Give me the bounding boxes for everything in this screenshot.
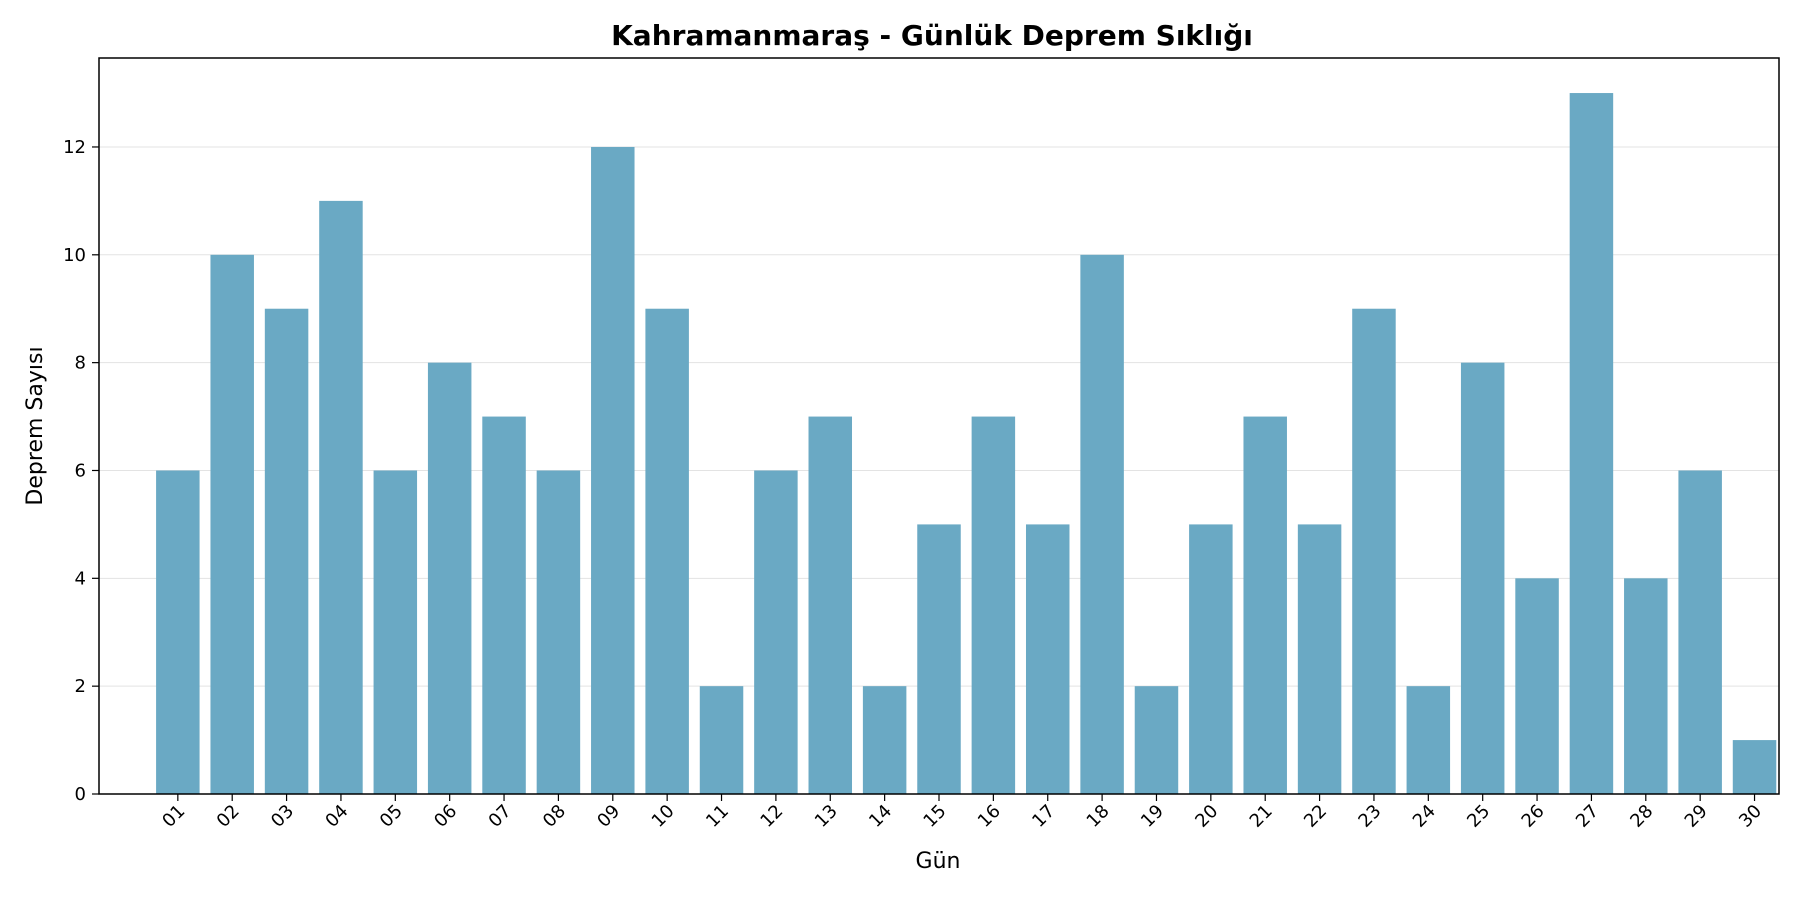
- y-tick-label: 2: [75, 676, 86, 697]
- bar: [808, 416, 853, 794]
- bar: [1569, 93, 1614, 795]
- x-tick-label: 10: [648, 801, 679, 832]
- bar: [1732, 740, 1777, 794]
- x-tick-label: 23: [1354, 801, 1385, 832]
- x-tick-label: 28: [1626, 801, 1657, 832]
- y-tick-label: 0: [75, 784, 86, 805]
- x-axis-label: Gün: [916, 849, 961, 874]
- x-tick-label: 18: [1083, 801, 1114, 832]
- bar: [645, 308, 689, 794]
- bar: [1406, 686, 1451, 794]
- y-tick-label: 4: [75, 568, 86, 589]
- x-tick-label: 27: [1572, 801, 1603, 832]
- bar: [1515, 578, 1559, 794]
- y-axis-label: Deprem Sayısı: [23, 346, 48, 505]
- bars: [156, 93, 1777, 795]
- x-tick-label: 19: [1137, 801, 1168, 832]
- x-tick-label: 15: [919, 801, 950, 832]
- x-tick-label: 03: [267, 801, 298, 832]
- x-tick-label: 01: [158, 801, 189, 832]
- bar: [319, 200, 363, 794]
- x-tick-label: 05: [376, 801, 407, 832]
- bar: [1297, 524, 1342, 794]
- bar: [1080, 254, 1124, 795]
- x-tick-label: 11: [702, 801, 733, 832]
- bar: [1189, 524, 1233, 794]
- y-tick-label: 10: [63, 245, 86, 266]
- bar: [754, 470, 798, 794]
- y-tick-label: 8: [75, 353, 86, 374]
- x-tick-label: 14: [865, 801, 896, 832]
- bar: [591, 146, 635, 794]
- bar: [862, 686, 907, 794]
- y-tick-label: 12: [63, 137, 86, 158]
- x-tick-label: 13: [811, 801, 842, 832]
- x-tick-label: 25: [1463, 801, 1494, 832]
- bar: [373, 470, 418, 794]
- x-tick-label: 04: [321, 801, 352, 832]
- bar: [1025, 524, 1070, 794]
- x-tick-label: 12: [756, 801, 787, 832]
- y-tick-label: 6: [75, 460, 86, 481]
- x-tick-label: 02: [213, 801, 244, 832]
- x-tick-label: 09: [593, 801, 624, 832]
- bar: [482, 416, 526, 794]
- bar: [264, 308, 309, 794]
- bar: [699, 686, 744, 794]
- x-tick-label: 07: [485, 801, 516, 832]
- bar: [1134, 686, 1179, 794]
- chart-title: Kahramanmaraş - Günlük Deprem Sıklığı: [611, 19, 1253, 52]
- x-tick-label: 17: [1028, 801, 1059, 832]
- x-tick-label: 08: [539, 801, 570, 832]
- x-tick-label: 22: [1300, 801, 1331, 832]
- bar: [427, 362, 472, 794]
- x-tick-label: 20: [1191, 801, 1222, 832]
- bar: [156, 470, 200, 794]
- bar: [1624, 578, 1668, 794]
- y-axis: 0 2 4 6 8 10 12: [63, 137, 99, 805]
- x-tick-label: 30: [1735, 801, 1766, 832]
- bar: [917, 524, 961, 794]
- x-tick-label: 16: [974, 801, 1005, 832]
- bar: [1352, 308, 1396, 794]
- bar: [1243, 416, 1287, 794]
- x-tick-label: 26: [1518, 801, 1549, 832]
- bar: [536, 470, 581, 794]
- x-tick-label: 29: [1681, 801, 1712, 832]
- x-tick-label: 21: [1246, 801, 1277, 832]
- bar: [210, 254, 254, 795]
- x-axis: 01 02 03 04 05 06 07 08 09 10 11 12 13 14 15 16 17 18 19 20…: [158, 794, 1766, 832]
- bar: [1678, 470, 1722, 794]
- plot-frame: [98, 57, 1780, 795]
- bar: [971, 416, 1016, 794]
- x-tick-label: 24: [1409, 801, 1440, 832]
- bar: [1460, 362, 1505, 794]
- x-tick-label: 06: [430, 801, 461, 832]
